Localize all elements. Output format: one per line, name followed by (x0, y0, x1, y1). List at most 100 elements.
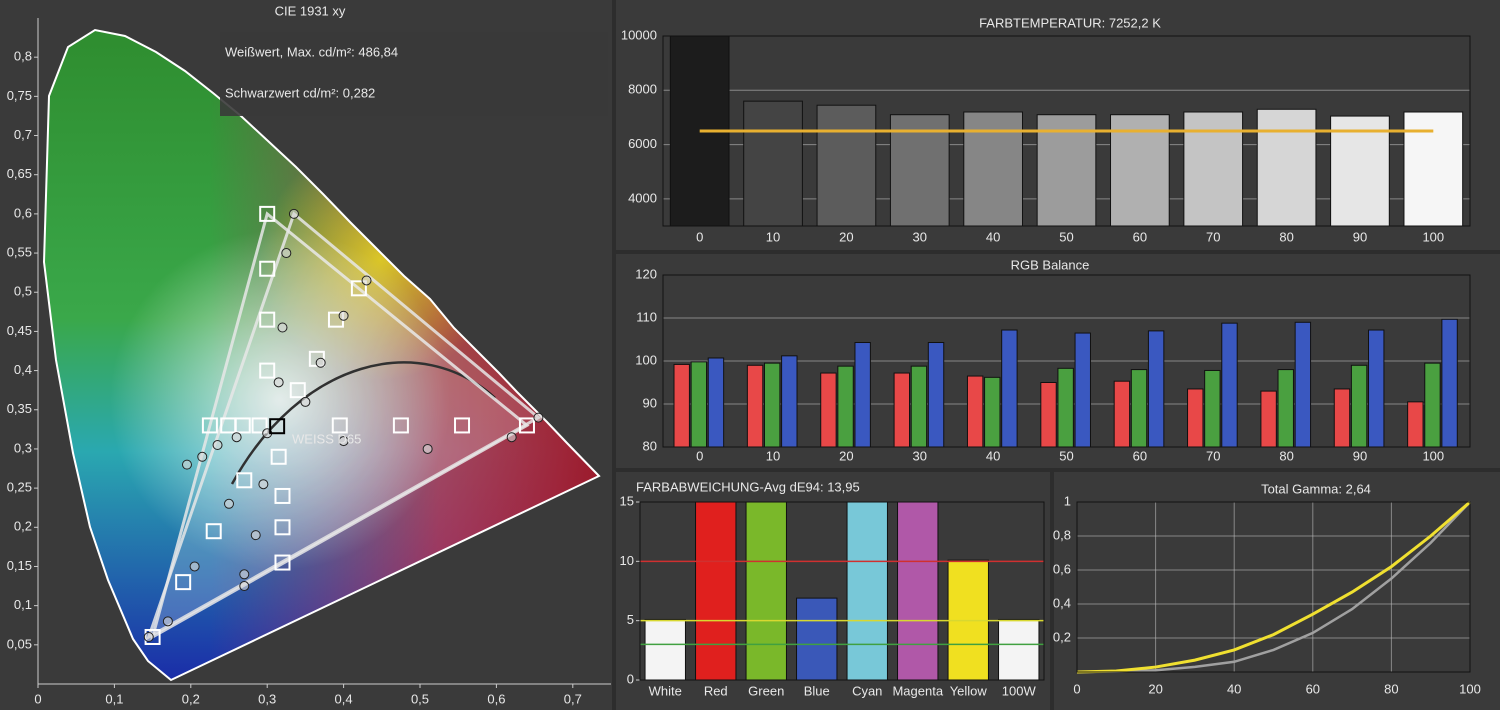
measured-point (361, 275, 372, 286)
annotation-box (220, 32, 608, 116)
y-tick-label: 0,8 (14, 49, 32, 64)
plot-frame (639, 501, 1045, 681)
measured-point (277, 322, 288, 333)
y-tick-label: 0,6 (14, 205, 32, 220)
bar (1256, 108, 1317, 227)
bar (673, 363, 690, 448)
bar (1074, 332, 1091, 448)
target-point (236, 472, 253, 489)
measured-point (338, 310, 349, 321)
plot-frame (662, 274, 1471, 448)
data-line (1076, 501, 1471, 674)
x-tick-label: 100 (1422, 229, 1444, 244)
bar (889, 114, 950, 227)
charts: CIE 1931 xy 0 0,1 0,2 0,3 0,4 0,5 0,6 0,7 0,05 0,1… (7, 3, 1481, 706)
y-tick-label: 0,4 (14, 362, 32, 377)
bar (781, 355, 798, 448)
target-point (274, 519, 291, 536)
bar (644, 618, 686, 681)
y-tick-label: 0,55 (7, 244, 32, 259)
y-tick-label: 0,25 (7, 480, 32, 495)
measured-point (143, 631, 154, 642)
chart-title: CIE 1931 xy (275, 3, 346, 18)
x-tick-label: 20 (839, 229, 853, 244)
measured-point (300, 396, 311, 407)
x-tick-label: 40 (1227, 681, 1241, 696)
x-tick-label: White (649, 683, 682, 698)
bar (1183, 111, 1244, 227)
x-tick-label: 0 (1073, 681, 1080, 696)
y-tick-label: 0,3 (14, 440, 32, 455)
bar (1407, 401, 1424, 448)
y-tick-label: 0,2 (1053, 629, 1071, 644)
bar (1113, 380, 1131, 448)
x-tick-label: 0,5 (411, 691, 429, 706)
x-tick-label: 90 (1353, 448, 1367, 463)
bar (763, 362, 781, 448)
bar (927, 342, 945, 448)
plot-frame (1076, 501, 1471, 673)
measured-point (239, 581, 250, 592)
x-tick-label: 30 (913, 448, 927, 463)
x-tick-label: 70 (1206, 229, 1220, 244)
bar (910, 365, 928, 448)
x-tick-label: 80 (1384, 681, 1398, 696)
measured-point (250, 530, 261, 541)
target-point (350, 280, 367, 297)
x-tick-label: 0 (696, 229, 703, 244)
measured-point (533, 412, 544, 423)
y-tick-label: 100 (635, 352, 657, 367)
x-tick-label: 100 (1422, 448, 1444, 463)
x-tick-label: 0,6 (487, 691, 505, 706)
target-point (274, 554, 291, 571)
measured-point (239, 569, 250, 580)
target-point (175, 574, 192, 591)
x-tick-label: 80 (1279, 448, 1293, 463)
x-tick-label: 10 (766, 448, 780, 463)
target-point (270, 448, 287, 465)
y-tick-label: 6000 (628, 136, 657, 151)
bar (1110, 114, 1170, 227)
bar (1277, 369, 1294, 448)
bar (1424, 362, 1441, 448)
bar (1057, 367, 1074, 448)
x-tick-label: Red (704, 683, 728, 698)
spectral-locus (42, 28, 601, 682)
bar (998, 618, 1040, 681)
y-tick-label: 0,7 (14, 127, 32, 142)
gamut-triangle (150, 211, 530, 641)
measured-point (506, 432, 517, 443)
measured-point (258, 479, 269, 490)
x-tick-label: 0,7 (564, 691, 582, 706)
annotation: WEISS D65 (292, 431, 361, 446)
measured-point (338, 436, 349, 447)
bar (743, 100, 803, 227)
bar (1036, 114, 1097, 227)
x-tick-label: 10 (766, 229, 780, 244)
y-tick-label: 0,05 (7, 636, 32, 651)
chart-title: Total Gamma: 2,64 (1261, 481, 1371, 496)
measured-point (231, 432, 242, 443)
y-tick-label: 10 (620, 553, 634, 568)
bar (796, 597, 838, 681)
measured-point (422, 443, 433, 454)
y-tick-label: 90 (643, 395, 657, 410)
y-tick-label: 80 (643, 438, 657, 453)
y-tick-label: 0,75 (7, 88, 32, 103)
bar (1260, 390, 1277, 448)
measured-point (189, 561, 200, 572)
bar (1147, 330, 1165, 448)
bar (746, 364, 764, 448)
x-tick-label: 0,1 (105, 691, 123, 706)
y-tick-label: 0,2 (14, 519, 32, 534)
bar (854, 342, 871, 448)
x-tick-label: 100W (1002, 683, 1037, 698)
chart-title: FARBABWEICHUNG-Avg dE94: 13,95 (636, 479, 860, 494)
y-tick-label: 0,65 (7, 166, 32, 181)
x-tick-label: 50 (1059, 229, 1073, 244)
y-tick-label: 15 (620, 493, 634, 508)
bar (897, 501, 939, 681)
target-point (259, 260, 276, 277)
y-tick-label: 110 (636, 309, 657, 324)
x-tick-label: 0 (696, 448, 703, 463)
